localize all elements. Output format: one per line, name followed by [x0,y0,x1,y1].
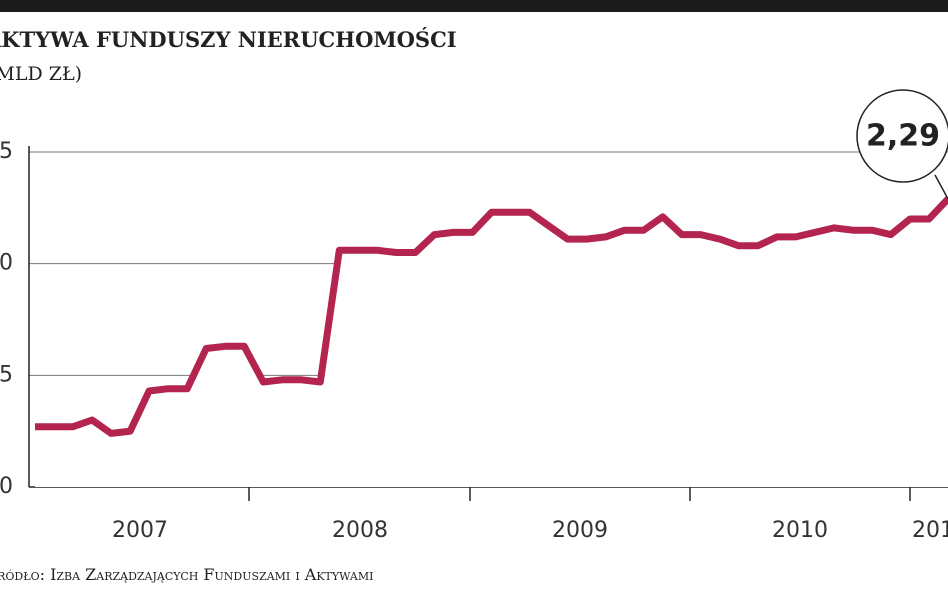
x-tick-label: 2010 [772,518,828,543]
y-tick-label: 1,5 [0,362,13,387]
plot: 1,0 1,5 2,0 2,5 2007 2008 2009 2010 2011 2,29 [0,89,948,543]
chart-subtitle: (MLD ZŁ) [0,63,82,85]
annotation-circle [856,89,948,183]
area [35,198,948,487]
source: Źródło: Izba Zarządzających Funduszami i… [0,564,373,584]
y-tick-label: 2,0 [0,251,13,276]
x-tick-label: 2011 [912,518,948,543]
x-tick-label: 2009 [552,518,608,543]
x-tick-label: 2008 [332,518,388,543]
top-bar [0,0,948,12]
y-tick-label: 2,5 [0,139,13,164]
line [35,196,948,437]
annotation-leader [934,174,948,200]
annotation: 2,29 [866,119,940,154]
y-tick-label: 1,0 [0,474,13,499]
chart-title: AKTYWA FUNDUSZY NIERUCHOMOŚCI [0,27,457,52]
x-tick-label: 2007 [112,518,168,543]
